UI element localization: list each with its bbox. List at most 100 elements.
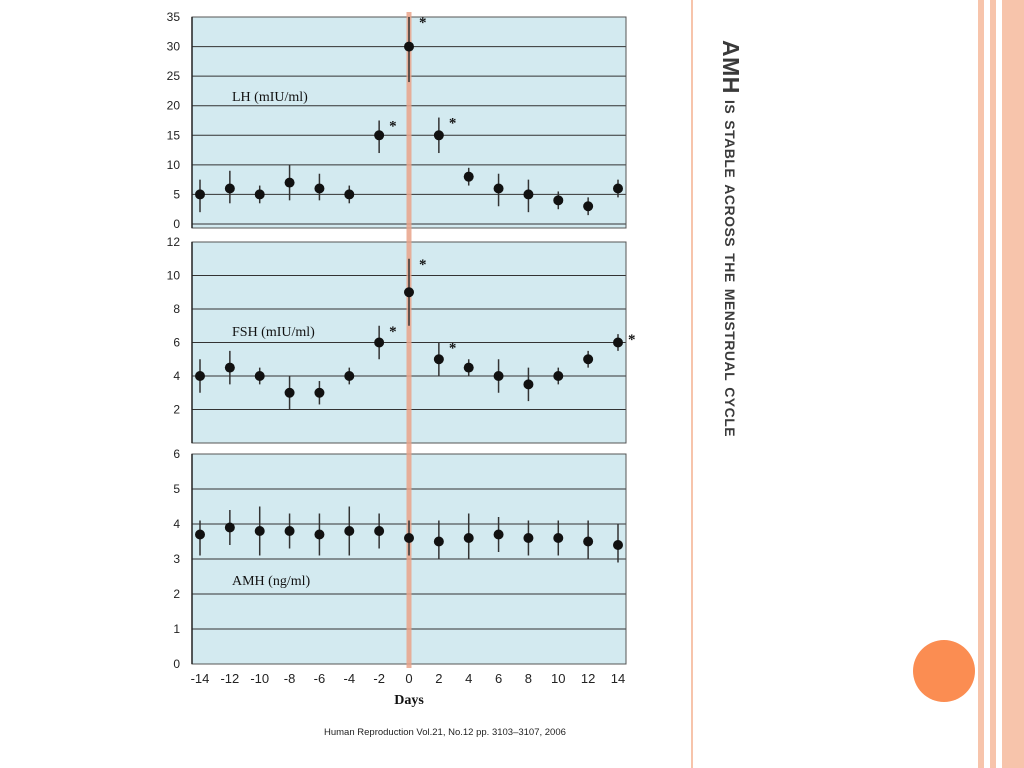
data-point-group bbox=[493, 517, 504, 552]
data-point bbox=[314, 183, 325, 194]
x-axis-label: Days bbox=[394, 693, 424, 708]
panel-label: FSH (mIU/ml) bbox=[232, 325, 315, 340]
data-point bbox=[344, 189, 355, 200]
x-tick-label: 8 bbox=[525, 671, 532, 686]
y-tick-label: 3 bbox=[173, 552, 180, 566]
data-point bbox=[523, 189, 534, 200]
x-tick-label: 2 bbox=[435, 671, 442, 686]
data-point bbox=[284, 387, 295, 398]
y-tick-label: 25 bbox=[167, 69, 181, 83]
data-point-group bbox=[523, 367, 534, 402]
data-point bbox=[284, 177, 295, 188]
y-tick-label: 15 bbox=[167, 128, 181, 142]
y-tick-label: 20 bbox=[167, 99, 181, 113]
data-point bbox=[195, 371, 205, 381]
data-point bbox=[224, 183, 235, 194]
data-point bbox=[344, 371, 355, 381]
data-point-group bbox=[344, 506, 355, 556]
data-point bbox=[254, 189, 265, 200]
data-point bbox=[463, 171, 474, 182]
significance-marker: * bbox=[419, 15, 427, 31]
data-point-group bbox=[314, 173, 325, 201]
data-point bbox=[404, 287, 414, 298]
deco-stripe bbox=[691, 0, 693, 768]
data-point-group bbox=[224, 350, 235, 385]
data-point-group bbox=[224, 510, 235, 545]
data-point bbox=[433, 354, 444, 365]
data-point-group bbox=[523, 520, 534, 556]
data-point-group bbox=[613, 179, 623, 198]
data-point-group: * bbox=[374, 324, 397, 360]
y-tick-label: 5 bbox=[173, 482, 180, 496]
data-point-group bbox=[314, 381, 325, 405]
data-point-group bbox=[254, 185, 265, 204]
data-point-group bbox=[195, 359, 205, 393]
data-point-group bbox=[553, 367, 564, 385]
data-point-group bbox=[463, 167, 474, 186]
data-point-group bbox=[374, 513, 385, 549]
data-point-group bbox=[344, 367, 355, 385]
data-point-group bbox=[224, 170, 235, 204]
data-point-group bbox=[344, 185, 355, 204]
data-point bbox=[613, 183, 623, 194]
slide-title-rest: is stable across the menstrual cycle bbox=[720, 93, 742, 438]
y-tick-label: 8 bbox=[173, 302, 180, 316]
x-tick-label: -8 bbox=[284, 671, 296, 686]
data-point-group bbox=[493, 359, 504, 393]
data-point-group bbox=[553, 520, 564, 556]
x-tick-label: 12 bbox=[581, 671, 595, 686]
citation: Human Reproduction Vol.21, No.12 pp. 310… bbox=[324, 727, 566, 738]
deco-stripe bbox=[1002, 0, 1024, 768]
data-point-group bbox=[583, 197, 594, 216]
data-point bbox=[254, 371, 265, 381]
data-point bbox=[553, 371, 564, 381]
data-point bbox=[583, 536, 594, 547]
data-point bbox=[374, 337, 385, 348]
data-point-group bbox=[254, 506, 265, 556]
significance-marker: * bbox=[419, 257, 427, 273]
y-tick-label: 4 bbox=[173, 369, 180, 383]
data-point bbox=[195, 189, 205, 200]
data-point-group bbox=[195, 520, 205, 556]
x-tick-label: 4 bbox=[465, 671, 472, 686]
significance-marker: * bbox=[449, 341, 457, 357]
data-point-group: * bbox=[433, 116, 457, 154]
data-point-group bbox=[314, 513, 325, 556]
deco-stripe bbox=[978, 0, 984, 768]
data-point-group: * bbox=[404, 257, 427, 326]
y-tick-label: 10 bbox=[167, 158, 181, 172]
deco-stripe bbox=[990, 0, 996, 768]
data-point-group bbox=[553, 191, 564, 210]
y-tick-label: 30 bbox=[167, 40, 181, 54]
data-point bbox=[613, 540, 623, 550]
data-point bbox=[463, 533, 474, 543]
x-tick-label: 14 bbox=[611, 671, 625, 686]
x-tick-label: -12 bbox=[220, 671, 239, 686]
data-point bbox=[404, 533, 414, 543]
data-point bbox=[613, 337, 623, 348]
data-point bbox=[195, 529, 205, 540]
slide-title-strong: AMH bbox=[718, 40, 744, 94]
data-point bbox=[493, 529, 504, 540]
slide-title: AMH is stable across the menstrual cycle bbox=[704, 40, 744, 640]
y-tick-label: 2 bbox=[173, 403, 180, 417]
significance-marker: * bbox=[449, 116, 457, 132]
data-point bbox=[553, 195, 564, 206]
x-tick-label: -4 bbox=[344, 671, 356, 686]
data-point bbox=[374, 130, 385, 141]
y-tick-label: 1 bbox=[173, 622, 180, 636]
data-point-group bbox=[613, 524, 623, 563]
data-point-group bbox=[195, 179, 205, 213]
y-tick-label: 5 bbox=[173, 187, 180, 201]
data-point-group bbox=[463, 513, 474, 559]
data-point bbox=[433, 536, 444, 547]
data-point bbox=[523, 533, 534, 543]
data-point bbox=[224, 362, 235, 373]
significance-marker: * bbox=[389, 324, 397, 340]
x-tick-label: -2 bbox=[373, 671, 385, 686]
significance-marker: * bbox=[389, 119, 397, 135]
data-point bbox=[254, 526, 265, 536]
data-point bbox=[493, 183, 504, 194]
